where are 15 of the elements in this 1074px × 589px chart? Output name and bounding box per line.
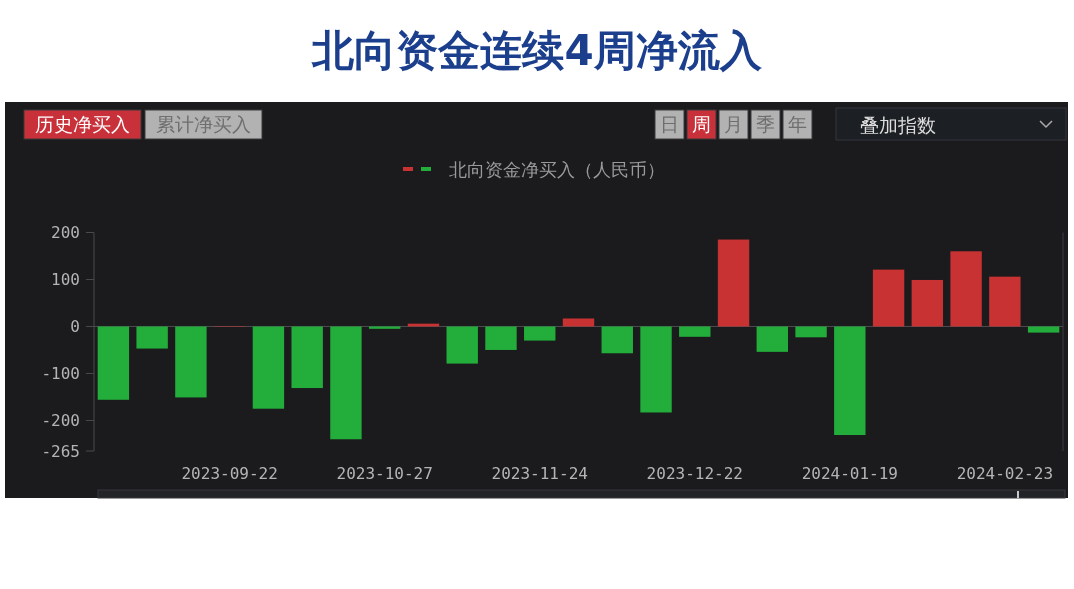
y-tick-label: 100: [51, 269, 80, 289]
y-tick-label: 0: [70, 316, 80, 336]
x-tick-label: 2024-02-23: [956, 464, 1054, 483]
title: 北向资金连续4周净流入: [312, 26, 762, 75]
x-tick-label: 2023-12-22: [646, 464, 743, 483]
y-tick-label: -265: [41, 441, 80, 461]
y-tick-label: -200: [41, 410, 80, 430]
dropdown: 叠加指数: [835, 107, 1067, 141]
x-tick-label: 2024-01-19: [801, 464, 898, 483]
y-tick-label: 200: [51, 223, 80, 242]
x-tick-label: 2023-10-27: [336, 464, 433, 483]
y-tick-label: -100: [41, 363, 80, 383]
legend-label: 北向资金净买入（人民币）: [449, 160, 665, 180]
x-tick-label: 2023-09-22: [181, 464, 278, 483]
x-tick-label: 2023-11-24: [491, 464, 588, 483]
